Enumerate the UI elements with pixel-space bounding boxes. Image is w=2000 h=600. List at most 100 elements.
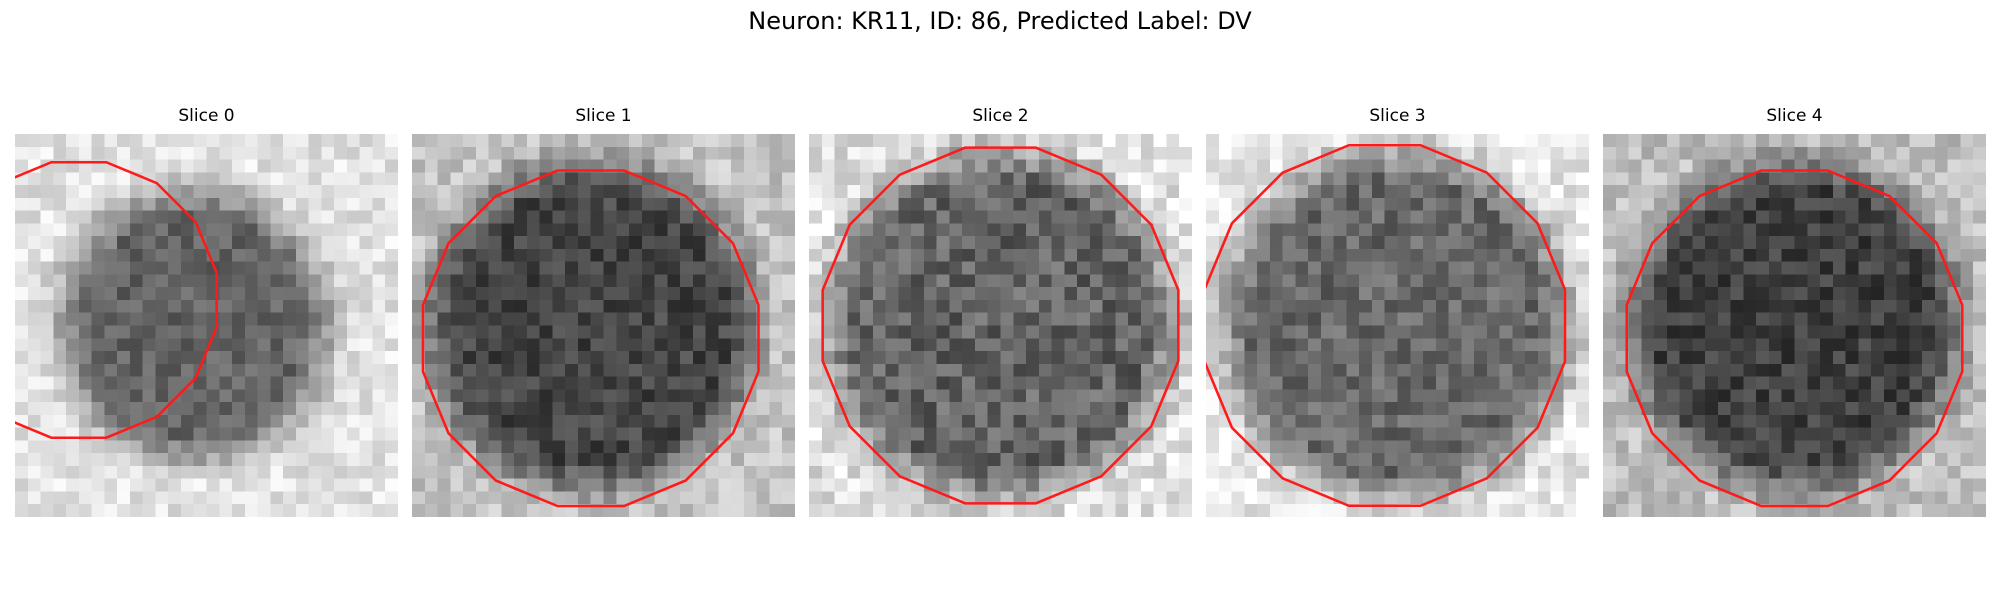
- pixel: [27, 172, 41, 186]
- pixel: [1448, 172, 1462, 186]
- pixel: [1269, 159, 1283, 173]
- pixel: [219, 351, 233, 365]
- pixel: [1654, 453, 1668, 467]
- pixel: [1244, 389, 1258, 403]
- pixel: [1756, 236, 1770, 250]
- pixel: [1038, 172, 1052, 186]
- pixel: [962, 236, 976, 250]
- pixel: [782, 299, 795, 313]
- pixel: [283, 223, 297, 237]
- pixel: [692, 376, 706, 390]
- pixel: [1537, 172, 1551, 186]
- pixel: [1628, 453, 1642, 467]
- pixel: [1244, 299, 1258, 313]
- pixel: [501, 274, 515, 288]
- pixel: [1410, 453, 1424, 467]
- pixel: [885, 261, 899, 275]
- pixel: [847, 223, 861, 237]
- pixel: [731, 376, 745, 390]
- pixel: [1832, 465, 1846, 479]
- pixel: [565, 248, 579, 262]
- pixel: [769, 159, 783, 173]
- pixel: [860, 261, 874, 275]
- pixel: [1051, 465, 1065, 479]
- pixel: [641, 389, 655, 403]
- pixel: [1679, 159, 1693, 173]
- pixel: [1295, 274, 1309, 288]
- pixel: [847, 363, 861, 377]
- pixel: [219, 185, 233, 199]
- pixel: [1397, 210, 1411, 224]
- pixel: [1359, 248, 1373, 262]
- pixel: [206, 465, 220, 479]
- pixel: [898, 363, 912, 377]
- pixel: [257, 261, 271, 275]
- pixel: [346, 389, 360, 403]
- pixel: [834, 287, 848, 301]
- pixel: [1960, 197, 1974, 211]
- pixel: [91, 248, 105, 262]
- pixel: [359, 261, 373, 275]
- pixel: [1717, 236, 1731, 250]
- pixel: [1499, 299, 1513, 313]
- pixel: [1013, 414, 1027, 428]
- pixel: [565, 440, 579, 454]
- pixel: [1692, 261, 1706, 275]
- pixel: [1973, 402, 1986, 416]
- pixel: [1909, 287, 1923, 301]
- pixel: [1038, 363, 1052, 377]
- pixel: [1537, 185, 1551, 199]
- pixel: [1128, 146, 1142, 160]
- pixel: [104, 363, 118, 377]
- pixel: [1206, 453, 1220, 467]
- pixel: [1871, 465, 1885, 479]
- pixel: [475, 299, 489, 313]
- pixel: [1026, 159, 1040, 173]
- pixel: [1909, 351, 1923, 365]
- pixel: [1179, 274, 1192, 288]
- pixel: [1038, 376, 1052, 390]
- pixel: [1077, 389, 1091, 403]
- pixel: [1743, 261, 1757, 275]
- pixel: [1257, 363, 1271, 377]
- pixel: [1115, 376, 1129, 390]
- pixel: [1244, 248, 1258, 262]
- pixel: [1320, 159, 1334, 173]
- pixel: [1179, 261, 1192, 275]
- pixel: [1512, 287, 1526, 301]
- pixel: [1537, 210, 1551, 224]
- pixel: [1359, 440, 1373, 454]
- pixel: [1947, 261, 1961, 275]
- pixel: [257, 287, 271, 301]
- pixel: [872, 440, 886, 454]
- pixel: [1397, 414, 1411, 428]
- pixel: [654, 299, 668, 313]
- pixel: [1179, 453, 1192, 467]
- pixel: [27, 146, 41, 160]
- pixel: [1295, 197, 1309, 211]
- pixel: [654, 427, 668, 441]
- pixel: [206, 389, 220, 403]
- pixel: [1603, 172, 1617, 186]
- pixel: [1064, 223, 1078, 237]
- pixel: [78, 299, 92, 313]
- pixel: [949, 351, 963, 365]
- pixel: [1832, 261, 1846, 275]
- pixel: [577, 440, 591, 454]
- pixel: [1089, 236, 1103, 250]
- pixel: [1807, 261, 1821, 275]
- pixel: [1947, 299, 1961, 313]
- pixel: [1038, 312, 1052, 326]
- pixel: [295, 389, 309, 403]
- pixel: [1244, 287, 1258, 301]
- pixel: [923, 351, 937, 365]
- pixel: [463, 504, 477, 517]
- pixel: [1218, 172, 1232, 186]
- pixel: [1244, 363, 1258, 377]
- pixel: [743, 453, 757, 467]
- pixel: [1128, 274, 1142, 288]
- pixel: [232, 223, 246, 237]
- pixel: [1128, 312, 1142, 326]
- pixel: [244, 185, 258, 199]
- pixel: [1820, 274, 1834, 288]
